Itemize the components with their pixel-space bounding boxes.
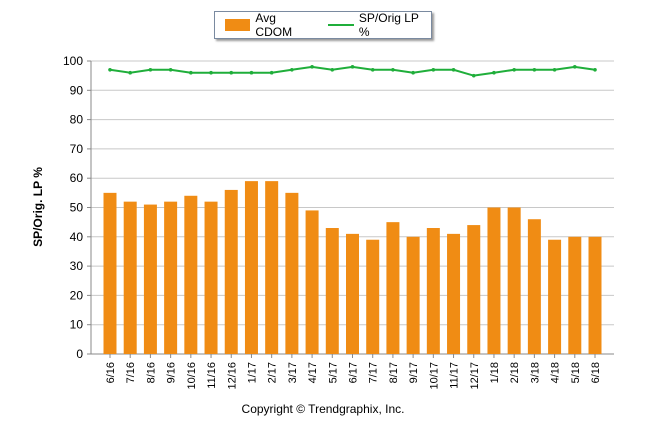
bar (244, 181, 258, 354)
line-point (370, 67, 375, 72)
bar (366, 239, 380, 354)
bar (386, 222, 400, 354)
line-point (229, 70, 234, 75)
legend-label-line: SP/Orig LP % (358, 11, 419, 39)
y-tick-label: 20 (70, 288, 84, 302)
x-tick-label: 6/18 (590, 362, 602, 383)
line-point (451, 67, 456, 72)
x-tick-label: 12/16 (226, 362, 238, 390)
bar (507, 207, 521, 354)
x-tick-label: 11/16 (206, 362, 218, 389)
bar (224, 189, 238, 354)
bar (487, 207, 501, 354)
line-point (532, 67, 537, 72)
x-tick-label: 5/17 (327, 362, 339, 383)
x-tick-label: 3/17 (287, 362, 299, 383)
bar (406, 236, 420, 354)
line-point (290, 67, 294, 72)
line-point (249, 70, 254, 75)
x-tick-label: 8/17 (388, 362, 400, 383)
x-tick-label: 7/17 (368, 362, 380, 383)
x-tick-label: 2/17 (267, 362, 279, 383)
bar (265, 181, 279, 354)
line-point (391, 67, 395, 72)
x-tick-label: 9/16 (166, 362, 178, 383)
line-point (148, 67, 153, 72)
y-axis-label: SP/Orig. LP % (31, 167, 45, 247)
bar (548, 239, 562, 354)
y-tick-label: 90 (70, 83, 84, 97)
x-tick-label: 6/16 (105, 362, 117, 383)
bar (184, 195, 198, 354)
line-point (269, 70, 274, 75)
bar (346, 233, 359, 354)
x-tick-label: 12/17 (469, 362, 481, 390)
y-tick-label: 80 (70, 113, 84, 127)
line-point (108, 67, 112, 72)
legend-swatch-bar (225, 19, 251, 31)
y-tick-label: 60 (70, 171, 84, 185)
line-point (350, 65, 355, 69)
line-point (189, 70, 193, 75)
line-point (330, 67, 335, 72)
line-point (168, 67, 173, 72)
bar (305, 210, 319, 354)
x-tick-label: 2/18 (509, 362, 521, 383)
line-point (310, 65, 314, 69)
x-tick-label: 4/18 (550, 362, 562, 383)
bar (103, 192, 117, 354)
line-point (552, 67, 557, 72)
x-tick-label: 6/17 (348, 362, 360, 383)
line-point (572, 65, 577, 69)
y-tick-label: 40 (70, 230, 84, 244)
bar (123, 201, 137, 354)
x-tick-label: 1/17 (246, 362, 258, 383)
x-tick-label: 10/16 (186, 362, 198, 390)
bar (426, 228, 440, 354)
bar (588, 236, 602, 354)
line-point (431, 67, 436, 72)
x-tick-label: 5/18 (570, 362, 582, 383)
y-tick-label: 10 (70, 318, 84, 332)
legend-label-bar: Avg CDOM (255, 11, 293, 39)
bar (325, 228, 339, 354)
x-tick-label: 10/17 (428, 362, 440, 390)
bar (467, 225, 481, 354)
line-point (492, 70, 496, 75)
bar (447, 233, 461, 354)
x-tick-label: 8/16 (145, 362, 157, 383)
y-tick-label: 50 (70, 201, 84, 215)
bar (527, 219, 541, 354)
x-tick-label: 7/16 (125, 362, 137, 383)
x-tick-label: 3/18 (529, 362, 541, 383)
bar (285, 192, 299, 354)
y-tick-label: 30 (70, 259, 84, 273)
line-point (471, 73, 476, 78)
line-point (411, 70, 415, 75)
copyright: Copyright © Trendgraphix, Inc. (241, 402, 405, 416)
x-tick-label: 1/18 (489, 362, 501, 383)
x-tick-label: 9/17 (408, 362, 420, 383)
line-point (593, 67, 597, 72)
bar (568, 236, 582, 354)
legend: Avg CDOM SP/Orig LP % (214, 11, 432, 39)
bar (143, 204, 157, 354)
y-tick-label: 70 (70, 142, 84, 156)
line-point (512, 67, 516, 72)
line-point (128, 70, 133, 75)
x-tick-label: 4/17 (307, 362, 319, 383)
y-tick-label: 0 (76, 347, 83, 361)
y-tick-label: 100 (63, 54, 83, 68)
legend-swatch-line (328, 24, 354, 26)
bar (164, 201, 178, 354)
bar (204, 201, 218, 354)
line-point (209, 70, 213, 75)
x-tick-label: 11/17 (449, 362, 461, 389)
